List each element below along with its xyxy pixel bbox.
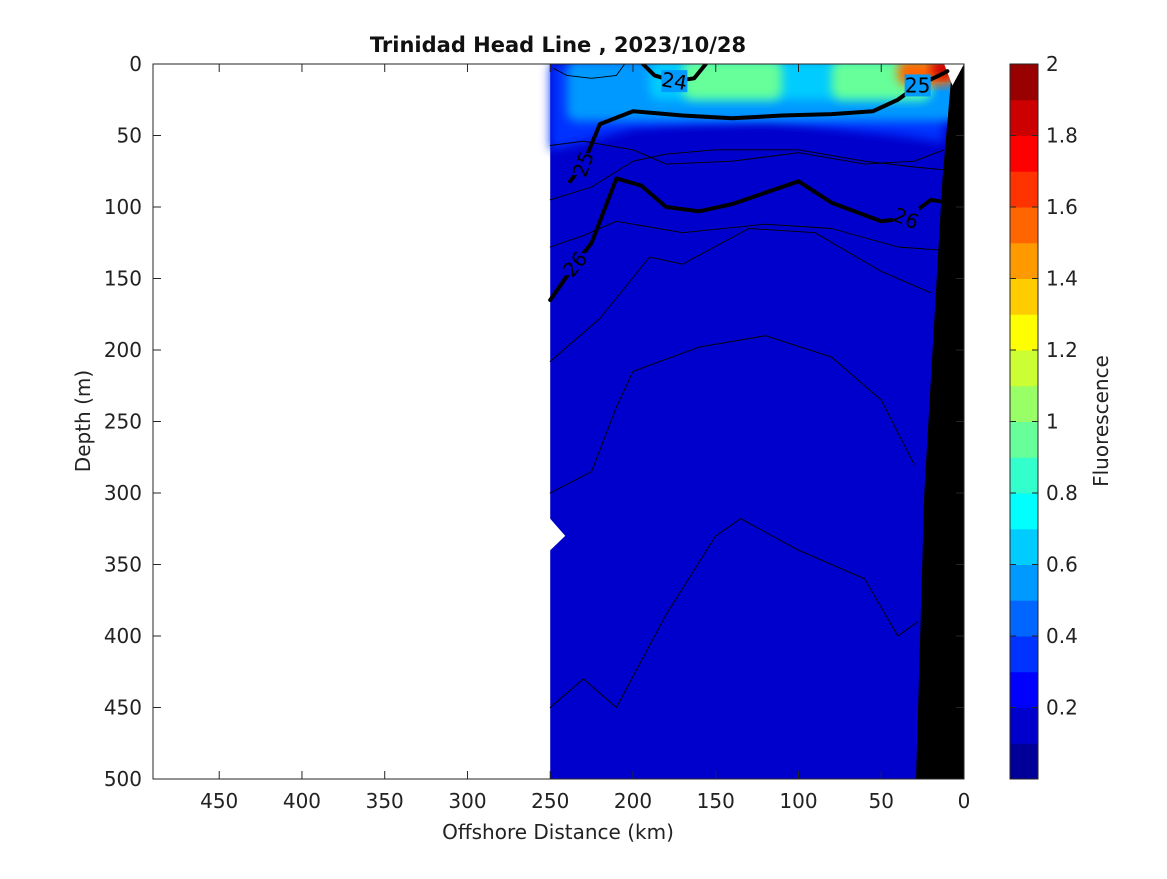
colorbar-bin (1010, 600, 1038, 637)
y-tick-label: 450 (104, 696, 142, 720)
x-tick-label: 300 (448, 789, 486, 813)
colorbar-tick-label: 0.2 (1046, 696, 1078, 720)
x-axis-label: Offshore Distance (km) (442, 820, 674, 844)
x-tick-label: 100 (779, 789, 817, 813)
x-tick-label: 50 (869, 789, 894, 813)
colorbar-tick-label: 1 (1046, 410, 1059, 434)
y-tick-label: 350 (104, 553, 142, 577)
contour-label: 25 (905, 73, 930, 97)
x-tick-label: 400 (283, 789, 321, 813)
colorbar-tick-label: 0.4 (1046, 624, 1078, 648)
bathymetry (916, 64, 964, 779)
colorbar-bin (1010, 636, 1038, 673)
y-tick-label: 400 (104, 624, 142, 648)
chart-title: Trinidad Head Line , 2023/10/28 (370, 33, 746, 57)
contour-label-bg (893, 207, 920, 230)
density-contour (549, 149, 945, 201)
colorbar: 0.2 0.4 0.6 0.8 1 1.2 1.4 1.6 1.8 2 (1009, 52, 1078, 780)
y-tick-label: 100 (104, 195, 142, 219)
colorbar-tick-label: 1.4 (1046, 267, 1078, 291)
x-tick-label: 0 (958, 789, 971, 813)
x-tick-label: 200 (614, 789, 652, 813)
colorbar-bin (1010, 64, 1038, 101)
contour-label-bg (562, 253, 589, 276)
colorbar-bin (1010, 207, 1038, 244)
colorbar-bin (1010, 493, 1038, 530)
contour-label-bg (904, 74, 931, 97)
density-contour (549, 220, 940, 251)
colorbar-bin (1010, 135, 1038, 172)
colorbar-bin (1010, 242, 1038, 279)
density-contour (549, 228, 932, 362)
colorbar-bin (1010, 564, 1038, 601)
contour-label-bg (570, 153, 597, 176)
fluorescence-patch (682, 64, 782, 100)
bathymetry-gap (944, 64, 964, 86)
y-tick-label: 300 (104, 481, 142, 505)
density-contour (549, 518, 919, 708)
colorbar-bin (1010, 99, 1038, 136)
colorbar-tick-label: 1.8 (1046, 124, 1078, 148)
colorbar-bin (1010, 314, 1038, 351)
colorbar-bin (1010, 743, 1038, 780)
x-tick-label: 150 (697, 789, 735, 813)
density-contour (549, 335, 915, 494)
colorbar-bin (1010, 171, 1038, 208)
colorbar-tick-label: 1.2 (1046, 338, 1078, 362)
colorbar-label: Fluorescence (1089, 355, 1113, 487)
y-tick-label: 50 (117, 124, 142, 148)
y-tick-label: 150 (104, 267, 142, 291)
axes: 450 400 350 300 250 200 150 100 50 00501001502002… (104, 52, 971, 813)
colorbar-bin (1010, 278, 1038, 315)
y-tick-label: 200 (104, 338, 142, 362)
y-tick-label: 250 (104, 410, 142, 434)
contour-label: 24 (660, 67, 689, 95)
colorbar-bin (1010, 707, 1038, 744)
density-contour (553, 64, 626, 79)
colorbar-bin (1010, 528, 1038, 565)
colorbar-tick-label: 0.6 (1046, 553, 1078, 577)
contour-label-bg (661, 70, 688, 93)
y-tick-label: 0 (129, 52, 142, 76)
colorbar-bin (1010, 421, 1038, 458)
colorbar-tick-label: 0.8 (1046, 481, 1078, 505)
x-tick-label: 250 (531, 789, 569, 813)
fluorescence-field (550, 64, 948, 779)
y-axis-label: Depth (m) (71, 370, 95, 472)
colorbar-tick-label: 2 (1046, 52, 1059, 76)
colorbar-bin (1010, 385, 1038, 422)
x-tick-label: 450 (200, 789, 238, 813)
y-tick-label: 500 (104, 767, 142, 791)
colorbar-bin (1010, 671, 1038, 708)
colorbar-tick-label: 1.6 (1046, 195, 1078, 219)
colorbar-bin (1010, 350, 1038, 387)
x-tick-label: 350 (366, 789, 404, 813)
density-contour (549, 140, 945, 165)
colorbar-bin (1010, 457, 1038, 494)
